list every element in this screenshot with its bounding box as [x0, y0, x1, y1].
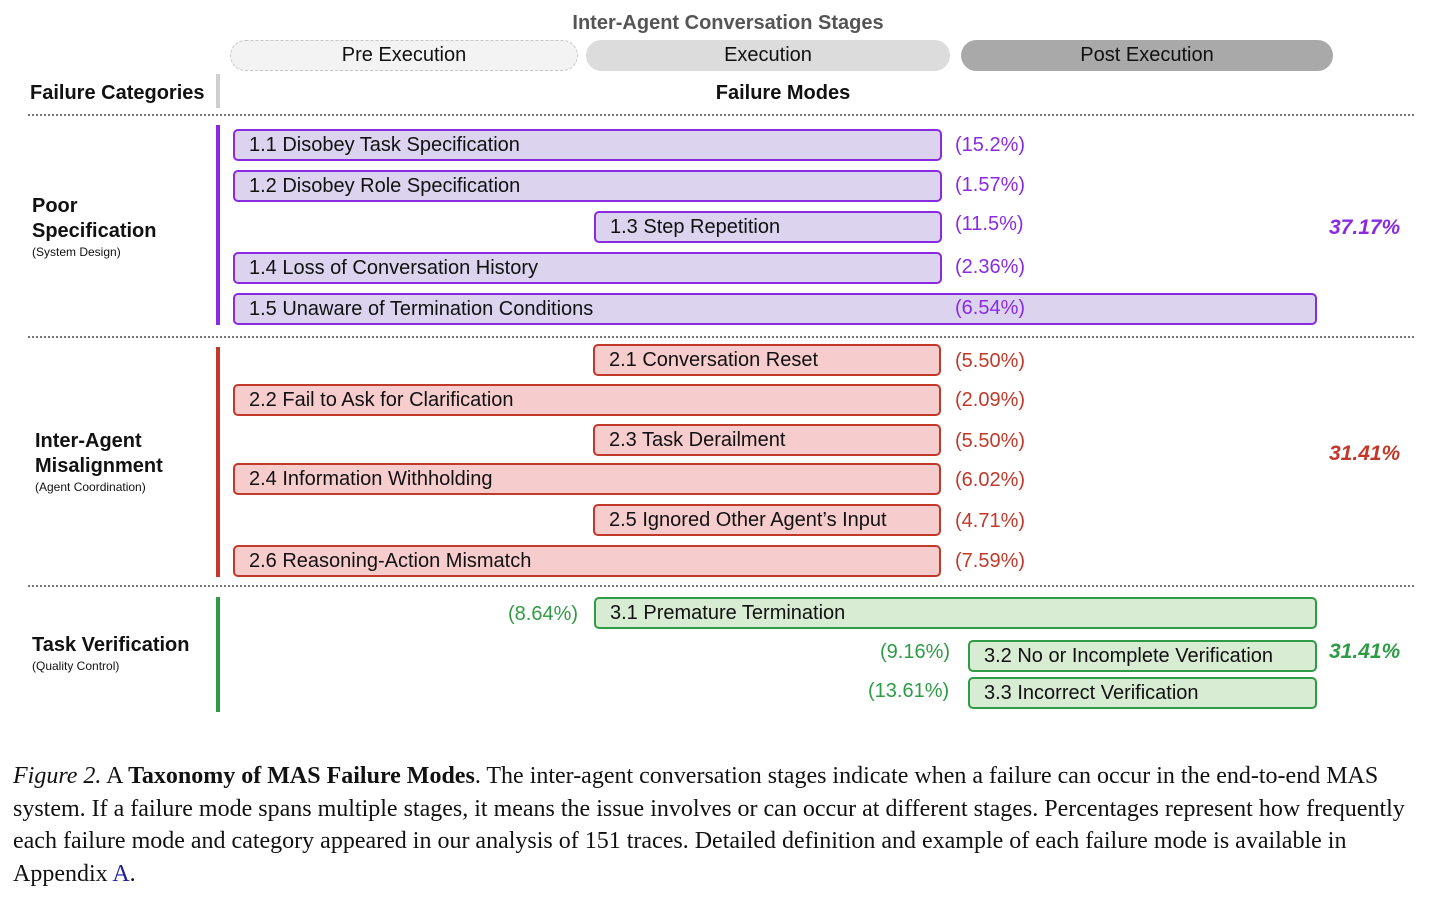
- failure-mode-1-2: 1.2 Disobey Role Specification: [233, 170, 942, 202]
- failure-mode-2-2-pct: (2.09%): [955, 389, 1026, 411]
- category-bar-task-verification: [216, 597, 220, 712]
- caption-title: Taxonomy of MAS Failure Modes: [128, 763, 475, 789]
- appendix-link[interactable]: A: [112, 860, 130, 887]
- failure-mode-3-1: 3.1 Premature Termination: [594, 597, 1317, 629]
- failure-mode-2-6: 2.6 Reasoning-Action Mismatch: [233, 545, 941, 577]
- category-task-verification: Task Verification (Quality Control): [32, 633, 189, 673]
- category-total-task-verification: 31.41%: [1329, 640, 1401, 663]
- failure-mode-3-3: 3.3 Incorrect Verification: [968, 677, 1317, 709]
- section-divider: [28, 114, 1414, 116]
- failure-mode-1-1-pct: (15.2%): [955, 134, 1026, 156]
- failure-mode-2-3: 2.3 Task Derailment: [593, 424, 941, 456]
- category-name: Inter-Agent: [35, 430, 142, 452]
- category-inter-agent-misalignment: Inter-Agent Misalignment (Agent Coordina…: [35, 429, 163, 494]
- stages-title: Inter-Agent Conversation Stages: [572, 12, 884, 34]
- figure-caption: Figure 2. A Taxonomy of MAS Failure Mode…: [13, 760, 1443, 890]
- caption-end: .: [129, 860, 136, 887]
- failure-mode-1-4-pct: (2.36%): [955, 256, 1026, 278]
- category-total-poor-specification: 37.17%: [1329, 216, 1401, 239]
- failure-mode-3-2-pct: (9.16%): [880, 641, 951, 663]
- category-bar-inter-agent-misalignment: [216, 347, 220, 577]
- category-bar-poor-specification: [216, 125, 220, 325]
- category-total-inter-agent-misalignment: 31.41%: [1329, 442, 1401, 465]
- failure-modes-header: Failure Modes: [715, 82, 851, 104]
- section-divider: [28, 336, 1414, 338]
- failure-mode-1-1: 1.1 Disobey Task Specification: [233, 129, 942, 161]
- category-subtitle: (Agent Coordination): [35, 480, 146, 494]
- stage-pre-execution: Pre Execution: [230, 40, 578, 71]
- failure-categories-header: Failure Categories: [30, 82, 205, 104]
- failure-mode-2-4: 2.4 Information Withholding: [233, 463, 941, 495]
- category-name: Misalignment: [35, 455, 163, 477]
- failure-mode-2-3-pct: (5.50%): [955, 430, 1026, 452]
- failure-mode-3-3-pct: (13.61%): [868, 680, 950, 702]
- failure-mode-2-6-pct: (7.59%): [955, 550, 1026, 572]
- failure-mode-2-5-pct: (4.71%): [955, 510, 1026, 532]
- failure-mode-1-3: 1.3 Step Repetition: [594, 211, 942, 243]
- failure-mode-1-4: 1.4 Loss of Conversation History: [233, 252, 942, 284]
- category-subtitle: (Quality Control): [32, 659, 120, 673]
- failure-mode-1-5-pct: (6.54%): [955, 297, 1026, 319]
- failure-mode-1-5: 1.5 Unaware of Termination Conditions: [233, 293, 1317, 325]
- category-name: Poor: [32, 195, 78, 217]
- failure-mode-1-2-pct: (1.57%): [955, 174, 1026, 196]
- category-name: Specification: [32, 220, 157, 242]
- category-poor-specification: Poor Specification (System Design): [32, 194, 156, 259]
- category-subtitle: (System Design): [32, 245, 121, 259]
- failure-mode-2-1-pct: (5.50%): [955, 350, 1026, 372]
- section-divider: [28, 585, 1414, 587]
- failure-mode-3-1-pct: (8.64%): [508, 603, 579, 625]
- failure-mode-1-3-pct: (11.5%): [955, 213, 1024, 235]
- header-divider: [216, 74, 220, 108]
- stage-post-execution: Post Execution: [961, 40, 1333, 71]
- category-name: Task Verification: [32, 634, 190, 656]
- stage-execution: Execution: [586, 40, 950, 71]
- failure-mode-2-1: 2.1 Conversation Reset: [593, 344, 941, 376]
- caption-label: Figure 2.: [13, 763, 102, 789]
- failure-mode-2-5: 2.5 Ignored Other Agent’s Input: [593, 504, 941, 536]
- failure-mode-2-2: 2.2 Fail to Ask for Clarification: [233, 384, 941, 416]
- failure-mode-3-2: 3.2 No or Incomplete Verification: [968, 640, 1317, 672]
- caption-title-prefix: A: [101, 763, 129, 789]
- caption-body: . The inter-agent conversation stages in…: [13, 763, 1405, 887]
- failure-mode-2-4-pct: (6.02%): [955, 469, 1026, 491]
